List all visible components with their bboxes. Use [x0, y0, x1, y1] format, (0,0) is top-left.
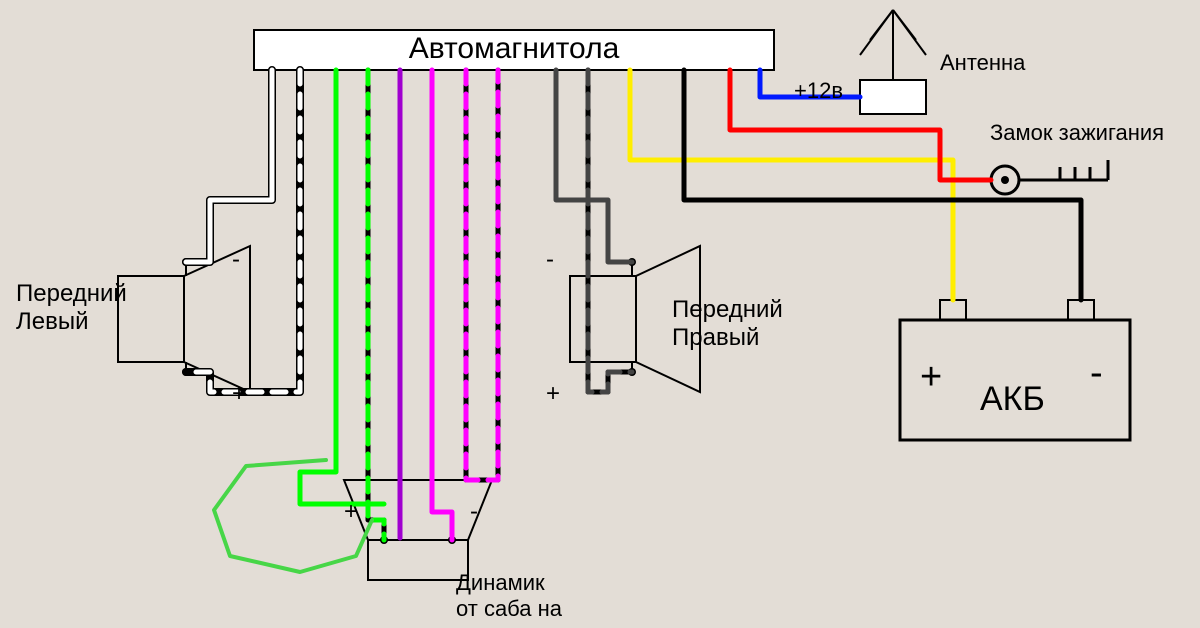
speaker-fr-plus: +	[546, 380, 560, 408]
radio-title: Автомагнитола	[254, 32, 774, 66]
speaker-sub-minus: -	[470, 498, 478, 526]
ignition-label: Замок зажигания	[990, 120, 1164, 146]
speaker-fr-minus: -	[546, 246, 554, 274]
wiring-svg	[0, 0, 1200, 628]
speaker-fr-label: Передний Правый	[672, 296, 783, 352]
battery-plus: +	[920, 356, 942, 399]
speaker-fl-minus: -	[232, 246, 240, 274]
battery-minus: -	[1090, 352, 1103, 395]
speaker-sub-label: Динамик от саба на	[456, 570, 562, 622]
speaker-sub-plus: +	[344, 498, 358, 526]
plus12-label: +12в	[794, 78, 843, 104]
speaker-fl-label: Передний Левый	[16, 280, 127, 336]
antenna-label: Антенна	[940, 50, 1025, 76]
battery-label: АКБ	[980, 380, 1045, 419]
speaker-fl-plus: +	[232, 380, 246, 408]
